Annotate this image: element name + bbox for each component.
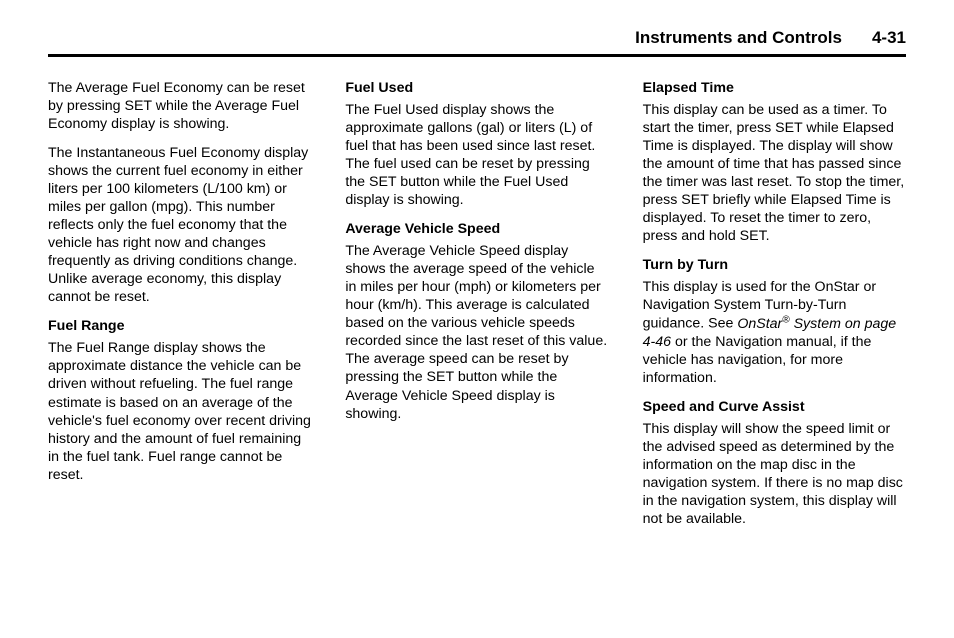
registered-icon: ® bbox=[782, 314, 789, 325]
body-text: The Average Vehicle Speed display shows … bbox=[345, 242, 608, 422]
body-text: The Fuel Range display shows the approxi… bbox=[48, 339, 311, 483]
body-text: This display will show the speed limit o… bbox=[643, 420, 906, 528]
column-3: Elapsed Time This display can be used as… bbox=[643, 79, 906, 539]
body-text: This display is used for the OnStar or N… bbox=[643, 278, 906, 387]
page-number: 4-31 bbox=[872, 28, 906, 48]
body-text: The Instantaneous Fuel Economy display s… bbox=[48, 144, 311, 306]
subheading-turn-by-turn: Turn by Turn bbox=[643, 256, 906, 274]
section-title: Instruments and Controls bbox=[635, 28, 842, 48]
subheading-speed-curve: Speed and Curve Assist bbox=[643, 398, 906, 416]
subheading-fuel-range: Fuel Range bbox=[48, 317, 311, 335]
text-fragment: or the Navigation manual, if the vehicle… bbox=[643, 334, 872, 386]
subheading-fuel-used: Fuel Used bbox=[345, 79, 608, 97]
body-text: The Average Fuel Economy can be reset by… bbox=[48, 79, 311, 133]
content-columns: The Average Fuel Economy can be reset by… bbox=[48, 79, 906, 539]
subheading-elapsed-time: Elapsed Time bbox=[643, 79, 906, 97]
column-2: Fuel Used The Fuel Used display shows th… bbox=[345, 79, 608, 539]
page-header: Instruments and Controls 4-31 bbox=[48, 28, 906, 57]
body-text: The Fuel Used display shows the approxim… bbox=[345, 101, 608, 209]
subheading-avg-speed: Average Vehicle Speed bbox=[345, 220, 608, 238]
column-1: The Average Fuel Economy can be reset by… bbox=[48, 79, 311, 539]
body-text: This display can be used as a timer. To … bbox=[643, 101, 906, 245]
